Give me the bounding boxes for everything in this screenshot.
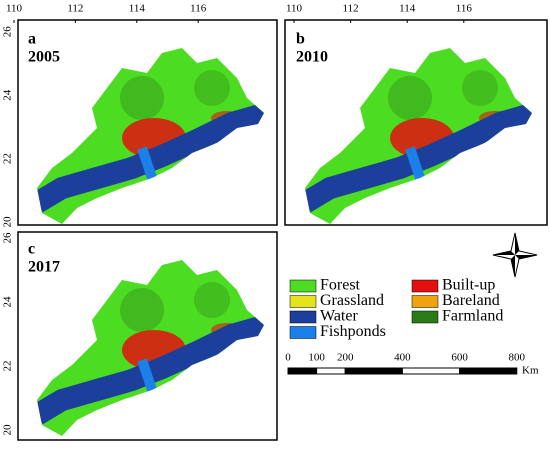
legend-label: Water [320,308,358,325]
lon-tick-label: 116 [456,3,473,15]
scale-unit: Km [522,365,539,377]
panel-year: 2017 [28,259,60,276]
scale-segment [316,367,346,375]
lon-tick-label: 112 [67,3,83,15]
panel-label: a [28,31,36,48]
panel-frame [284,19,548,226]
legend-swatch [411,279,439,293]
legend-swatch [289,310,317,324]
lat-tick-label: 26 [2,232,14,244]
lat-tick-label: 20 [2,216,14,228]
scale-segment [287,367,318,375]
legend-label: Grassland [320,292,384,309]
scale-label: 800 [509,352,526,364]
lon-tick-label: 112 [343,3,359,15]
lat-tick-label: 22 [2,361,14,372]
panel-year: 2005 [28,49,60,66]
lon-tick-label: 110 [6,3,23,15]
scale-label: 600 [451,352,468,364]
scale-segment [401,367,461,375]
scale-label: 0 [285,352,291,364]
scale-label: 200 [337,352,354,364]
lat-tick-label: 24 [2,296,14,308]
legend-label: Bareland [442,292,500,309]
lon-tick-label: 116 [190,3,207,15]
scale-label: 400 [394,352,411,364]
north-arrow [492,232,538,278]
legend-swatch [411,295,439,308]
legend-label: Fishponds [320,323,386,340]
legend-swatch [289,326,317,339]
panel-frame [17,231,278,441]
legend-swatch [411,310,439,324]
lat-tick-label: 20 [2,424,14,436]
lon-tick-label: 114 [129,3,146,15]
lat-tick-label: 24 [2,89,14,101]
legend-swatch [289,295,317,308]
lat-tick-label: 22 [2,153,14,164]
lat-tick-label: 26 [2,26,14,38]
lon-tick-label: 110 [286,3,303,15]
panel-frame [17,19,278,226]
scale-segment [344,367,403,375]
panel-year: 2010 [296,49,328,66]
scale-segment [459,367,518,375]
lon-tick-label: 114 [399,3,416,15]
legend-label: Forest [320,277,361,294]
panel-label: b [296,31,305,48]
legend-label: Farmland [442,308,503,325]
scale-label: 100 [308,352,325,364]
panel-label: c [28,241,35,258]
legend-swatch [289,279,317,293]
legend-label: Built-up [442,277,495,294]
